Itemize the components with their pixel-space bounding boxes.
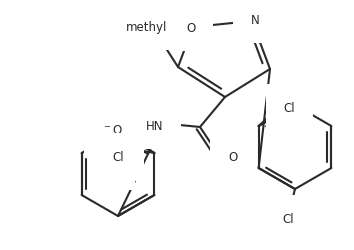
Text: Cl: Cl: [112, 151, 124, 164]
Text: $^-$O: $^-$O: [102, 124, 123, 137]
Text: O: O: [108, 160, 117, 173]
Text: O: O: [186, 22, 196, 34]
Text: Cl: Cl: [284, 102, 295, 115]
Text: O: O: [228, 151, 237, 164]
Text: Cl: Cl: [282, 213, 294, 226]
Text: N: N: [251, 14, 259, 26]
Text: N$^+$: N$^+$: [108, 141, 126, 156]
Text: methyl: methyl: [126, 20, 168, 33]
Text: HN: HN: [145, 119, 163, 132]
